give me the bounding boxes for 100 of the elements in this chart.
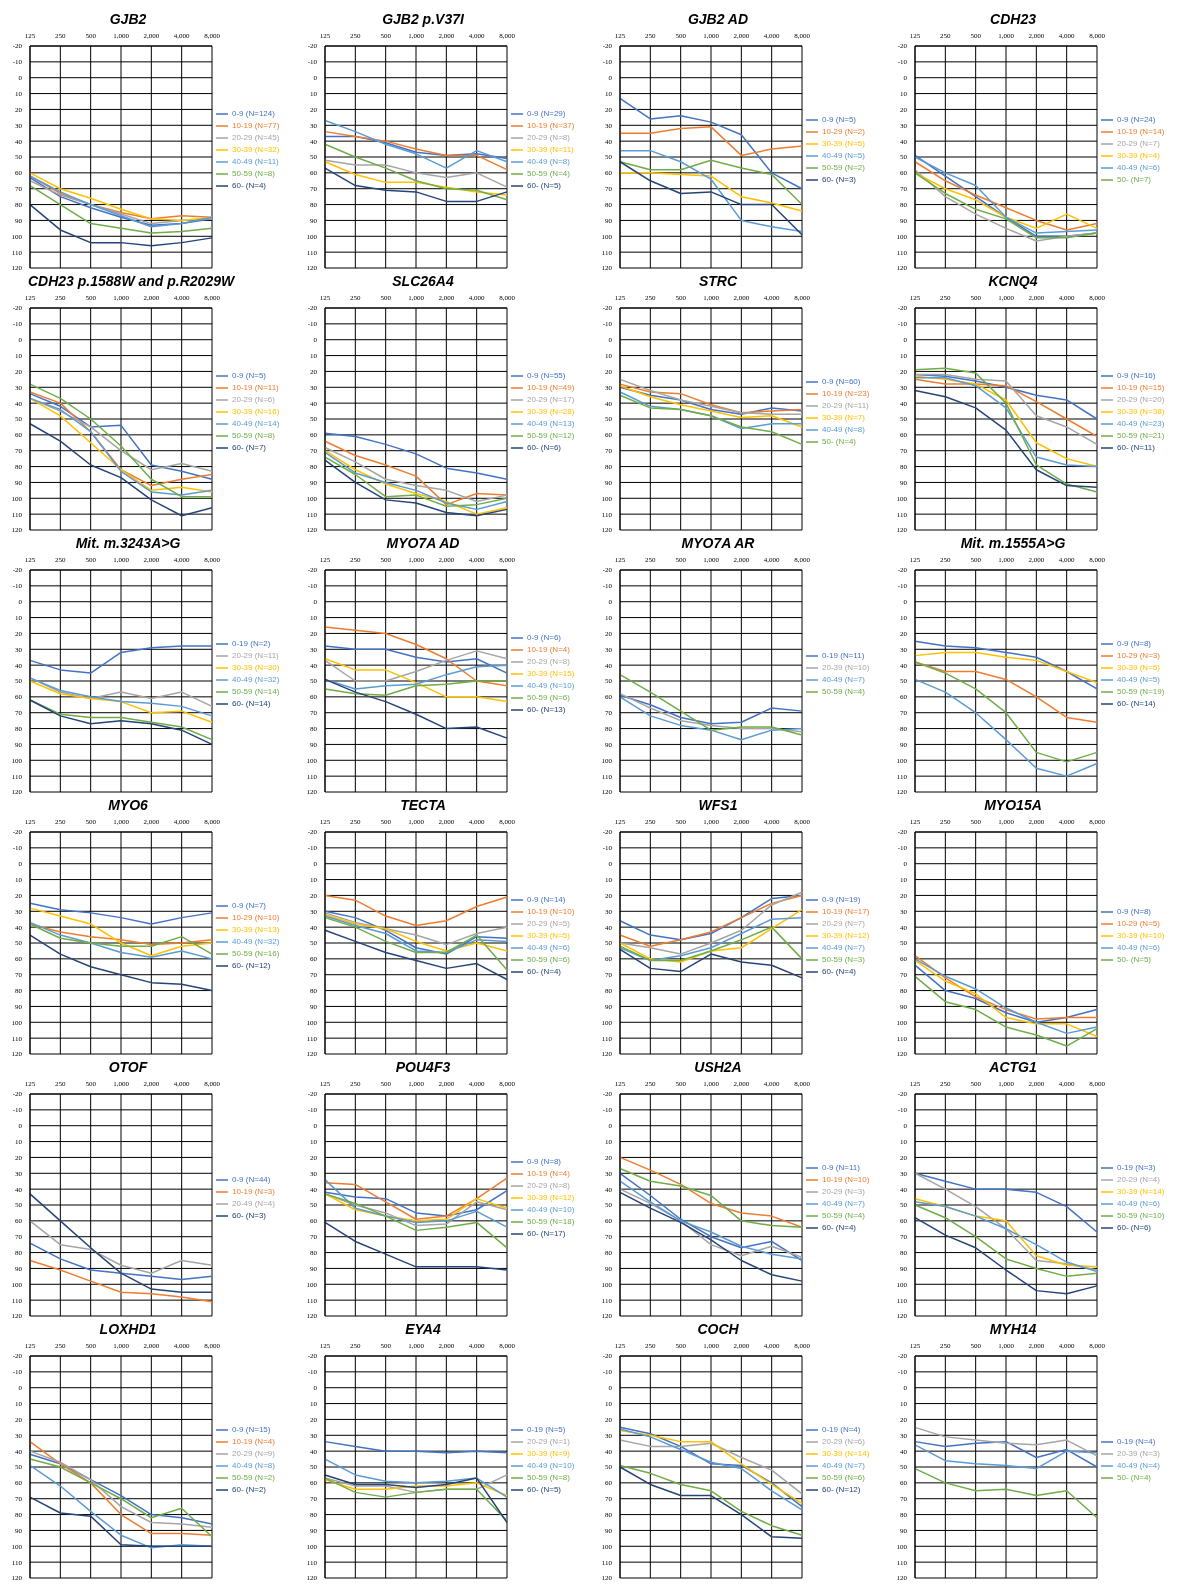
legend-label: 10-19 (N=15): [1117, 383, 1165, 393]
legend-label: 50-59 (N=2): [232, 1473, 275, 1483]
line-series: [29, 1464, 213, 1549]
chart-title: GJB2 AD: [686, 10, 750, 29]
line-series: [619, 926, 803, 962]
chart-title: Mit. m.1555A>G: [960, 535, 1066, 551]
line-series: [324, 645, 508, 674]
legend-label: 40-49 (N=10): [527, 681, 575, 691]
legend-label: 20-29 (N=7): [1117, 139, 1160, 149]
legend-label: 60- (N=3): [232, 1211, 267, 1221]
legend-label: 60- (N=4): [527, 967, 562, 977]
legend-label: 20-29 (N=8): [527, 657, 570, 667]
line-series: [619, 673, 803, 736]
legend-label: 0-9 (N=55): [527, 371, 566, 381]
legend-label: 40-49 (N=6): [1117, 163, 1160, 173]
line-series: [324, 678, 508, 739]
legend-label: 0-9 (N=7): [232, 901, 267, 911]
line-series: [29, 1220, 213, 1274]
chart-title: Mit. m.3243A>G: [75, 535, 181, 551]
line-series: [914, 651, 1098, 684]
legend-label: 10-29 (N=10): [232, 913, 280, 923]
legend-label: 50-59 (N=21): [1117, 431, 1165, 441]
line-series: [29, 423, 213, 517]
chart-title: POU4F3: [395, 1059, 451, 1075]
line-series: [29, 680, 213, 723]
line-series: [324, 1440, 508, 1454]
line-series: [619, 172, 803, 212]
line-series: [619, 1156, 803, 1228]
legend-label: 60- (N=6): [1117, 1223, 1152, 1233]
line-series: [29, 1242, 213, 1281]
line-series: [619, 149, 803, 233]
legend-label: 0-9 (N=14): [527, 895, 566, 905]
line-series: [324, 167, 508, 203]
legend-label: 50-59 (N=10): [1117, 1211, 1165, 1221]
legend-label: 0-19 (N=11): [822, 651, 865, 661]
legend-label: 50-59 (N=6): [527, 955, 570, 965]
line-series: [619, 1439, 803, 1495]
legend-label: 30-39 (N=11): [527, 145, 574, 155]
legend-label: 20-29 (N=20): [1117, 395, 1165, 405]
line-series: [324, 912, 508, 946]
legend-label: 30-39 (N=12): [527, 1193, 575, 1203]
legend-label: 30-39 (N=28): [527, 407, 575, 417]
chart-title: COCH: [697, 1321, 739, 1337]
legend-label: 20-29 (N=7): [822, 919, 865, 929]
line-series: [619, 696, 803, 741]
chart-title: WFS1: [698, 797, 738, 813]
chart-title: STRC: [698, 273, 738, 289]
line-series: [914, 1172, 1098, 1271]
legend-label: 0-19 (N=5): [527, 1425, 566, 1435]
legend-label: 0-9 (N=5): [232, 371, 267, 381]
legend-label: 60- (N=4): [822, 967, 857, 977]
legend-label: 40-49 (N=8): [822, 425, 865, 435]
line-series: [619, 916, 803, 962]
line-series: [324, 119, 508, 169]
legend-label: 0-9 (N=24): [1117, 115, 1156, 125]
legend-label: 0-19 (N=2): [232, 639, 271, 649]
line-series: [29, 184, 213, 234]
line-series: [324, 664, 508, 690]
line-series: [29, 902, 213, 925]
legend-label: 50-59 (N=14): [232, 687, 280, 697]
chart-title: MYO15A: [984, 797, 1042, 813]
chart-title: MYO7A AR: [681, 535, 755, 551]
legend-label: 60- (N=2): [232, 1485, 267, 1495]
legend-label: 10-29 (N=3): [1117, 651, 1160, 661]
legend-label: 20-29 (N=4): [1117, 1175, 1160, 1185]
line-series: [324, 143, 508, 201]
line-series: [324, 894, 508, 927]
line-series: [914, 367, 1098, 493]
line-series: [914, 661, 1098, 763]
legend-label: 60- (N=4): [232, 181, 267, 191]
legend-label: 0-9 (N=15): [232, 1425, 271, 1435]
legend-label: 40-49 (N=10): [527, 1461, 575, 1471]
line-series: [619, 384, 803, 428]
legend-label: 60- (N=12): [822, 1485, 861, 1495]
line-series: [619, 126, 803, 157]
chart-title: OTOF: [108, 1059, 148, 1075]
line-series: [324, 459, 508, 517]
line-series: [619, 891, 803, 955]
legend-label: 0-9 (N=16): [1117, 371, 1156, 381]
line-series: [619, 1191, 803, 1282]
line-series: [619, 161, 803, 236]
chart-title: MYO7A AD: [386, 535, 460, 551]
legend-label: 30-39 (N=15): [527, 669, 575, 679]
legend-label: 20-29 (N=9): [232, 1449, 275, 1459]
legend-label: 40-49 (N=32): [232, 675, 280, 685]
line-series: [914, 954, 1098, 1020]
line-series: [914, 373, 1098, 446]
chart-title: MYO6: [108, 797, 148, 813]
line-series: [619, 948, 803, 979]
legend-label: 60- (N=17): [527, 1229, 566, 1239]
line-series: [619, 1167, 803, 1228]
legend-label: 0-9 (N=8): [527, 1157, 562, 1167]
line-series: [914, 378, 1098, 438]
legend-label: 20-29 (N=17): [527, 395, 575, 405]
legend-label: 10-19 (N=10): [527, 907, 575, 917]
line-series: [914, 678, 1098, 777]
line-series: [914, 1467, 1098, 1519]
line-series: [29, 934, 213, 992]
line-series: [619, 97, 803, 190]
legend-label: 50-59 (N=2): [822, 163, 865, 173]
